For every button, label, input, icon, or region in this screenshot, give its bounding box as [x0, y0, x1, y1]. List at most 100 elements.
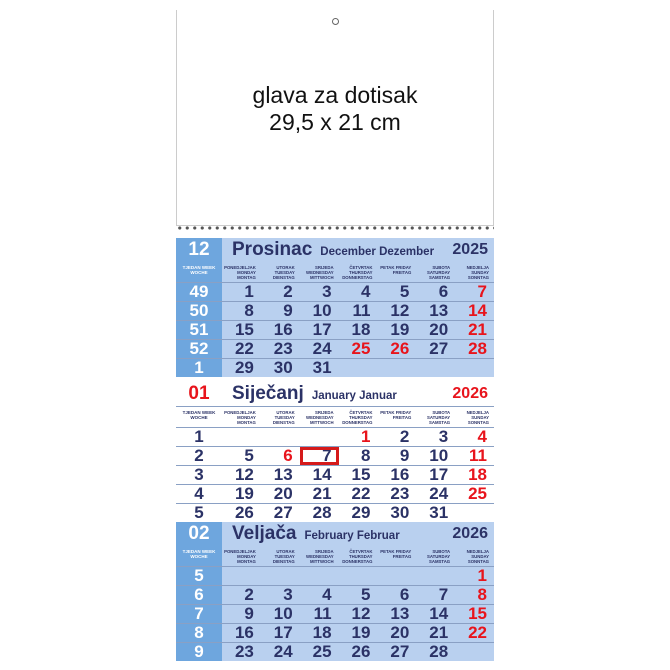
year: 2025 — [452, 241, 488, 258]
day-cell[interactable]: 24 — [312, 339, 332, 358]
day-cell[interactable]: 8 — [244, 301, 254, 320]
day-cell[interactable]: 13 — [390, 604, 410, 623]
day-cell[interactable]: 5 — [360, 585, 371, 604]
day-cell[interactable]: 23 — [273, 339, 293, 358]
day-cell[interactable]: 5 — [399, 282, 410, 301]
day-cell[interactable]: 30 — [273, 358, 293, 377]
day-cell[interactable]: 26 — [351, 642, 371, 661]
day-cell[interactable]: 11 — [313, 604, 332, 623]
day-cell[interactable]: 10 — [312, 301, 332, 320]
day-cell[interactable]: 24 — [273, 642, 293, 661]
day-cell[interactable]: 18 — [351, 320, 371, 339]
day-cell[interactable]: 4 — [322, 585, 332, 604]
day-cell[interactable]: 2 — [283, 282, 293, 301]
day-cell[interactable]: 29 — [351, 503, 371, 522]
day-cell[interactable]: 20 — [429, 320, 449, 339]
day-cell[interactable]: 21 — [468, 320, 488, 339]
day-cell[interactable]: 9 — [399, 446, 410, 465]
day-cell[interactable]: 19 — [390, 320, 410, 339]
day-cell[interactable]: 21 — [312, 484, 332, 503]
day-cell[interactable]: 14 — [312, 465, 332, 484]
day-cell[interactable]: 3 — [438, 427, 449, 446]
day-cell[interactable]: 15 — [468, 604, 488, 623]
day-cell[interactable]: 1 — [244, 282, 254, 301]
day-cell[interactable]: 24 — [429, 484, 449, 503]
day-cell[interactable]: 6 — [399, 585, 410, 604]
day-cell[interactable]: 18 — [468, 465, 488, 484]
day-cell[interactable]: 17 — [273, 623, 293, 642]
day-cell[interactable]: 11 — [469, 446, 488, 465]
week-row: 2 5 6 7 8 9 10 11 — [176, 446, 494, 465]
week-number: 52 — [176, 340, 222, 358]
day-cell[interactable]: 9 — [244, 604, 254, 623]
day-cell[interactable]: 22 — [234, 339, 254, 358]
day-cell[interactable]: 7 — [477, 282, 488, 301]
day-cell[interactable]: 25 — [468, 484, 488, 503]
day-cell[interactable]: 6 — [438, 282, 449, 301]
day-cell[interactable]: 28 — [429, 642, 449, 661]
selected-day-cell[interactable]: 7 — [299, 447, 339, 465]
day-cell[interactable]: 12 — [390, 301, 410, 320]
day-cell[interactable]: 27 — [390, 642, 410, 661]
day-cell[interactable]: 29 — [234, 358, 254, 377]
day-cell[interactable]: 7 — [438, 585, 449, 604]
weekday-label: SUBOTA SATURDAY SAMSTAG — [426, 549, 451, 564]
day-cell[interactable]: 3 — [322, 282, 332, 301]
day-cell[interactable]: 16 — [273, 320, 293, 339]
day-cell[interactable]: 6 — [283, 446, 293, 465]
day-cell[interactable]: 21 — [429, 623, 449, 642]
day-cell[interactable]: 26 — [234, 503, 254, 522]
day-cell[interactable]: 28 — [312, 503, 332, 522]
day-cell[interactable]: 1 — [360, 427, 371, 446]
day-cell[interactable]: 17 — [429, 465, 449, 484]
day-cell[interactable]: 30 — [390, 503, 410, 522]
day-cell[interactable]: 14 — [468, 301, 488, 320]
day-cell[interactable]: 1 — [477, 566, 488, 585]
day-cell[interactable]: 17 — [312, 320, 332, 339]
day-cell[interactable]: 31 — [429, 503, 449, 522]
day-cell[interactable]: 31 — [312, 358, 332, 377]
day-cell[interactable]: 15 — [234, 320, 254, 339]
day-cell[interactable]: 4 — [360, 282, 371, 301]
day-cell[interactable]: 13 — [273, 465, 293, 484]
day-cell[interactable]: 12 — [234, 465, 254, 484]
day-cell[interactable]: 2 — [244, 585, 254, 604]
day-cell[interactable]: 18 — [312, 623, 332, 642]
day-cell[interactable]: 19 — [234, 484, 254, 503]
day-cell[interactable]: 26 — [390, 339, 410, 358]
day-cell[interactable]: 19 — [351, 623, 371, 642]
day-cell[interactable]: 16 — [234, 623, 254, 642]
day-cell[interactable]: 25 — [312, 642, 332, 661]
day-cell[interactable]: 3 — [283, 585, 293, 604]
day-cell[interactable]: 5 — [244, 446, 254, 465]
day-cell — [416, 567, 455, 585]
day-cell[interactable]: 23 — [234, 642, 254, 661]
day-cell[interactable]: 9 — [283, 301, 293, 320]
day-cell[interactable]: 2 — [399, 427, 410, 446]
day-cell[interactable]: 15 — [351, 465, 371, 484]
month-name: Prosinac — [232, 239, 313, 260]
day-cell[interactable]: 20 — [273, 484, 293, 503]
day-cell[interactable]: 23 — [390, 484, 410, 503]
day-cell[interactable]: 10 — [429, 446, 449, 465]
day-cell[interactable]: 22 — [351, 484, 371, 503]
day-cell[interactable]: 27 — [429, 339, 449, 358]
day-cell[interactable]: 16 — [390, 465, 410, 484]
day-cell[interactable]: 12 — [351, 604, 371, 623]
day-cell[interactable]: 27 — [273, 503, 293, 522]
day-cell[interactable]: 25 — [351, 339, 371, 358]
day-cell[interactable]: 22 — [468, 623, 488, 642]
week-row: 4 19 20 21 22 23 24 25 — [176, 484, 494, 503]
day-cell[interactable]: 8 — [360, 446, 371, 465]
day-cell[interactable]: 13 — [429, 301, 449, 320]
day-cell[interactable]: 4 — [477, 427, 488, 446]
day-cell[interactable]: 8 — [477, 585, 488, 604]
week-label: TJEDAN WEEK WOCHE — [176, 546, 222, 566]
week-number: 5 — [176, 567, 222, 585]
day-cell[interactable]: 11 — [352, 301, 371, 320]
day-cell[interactable]: 28 — [468, 339, 488, 358]
day-cell[interactable]: 10 — [273, 604, 293, 623]
day-cell[interactable]: 14 — [429, 604, 449, 623]
day-cell[interactable]: 20 — [390, 623, 410, 642]
